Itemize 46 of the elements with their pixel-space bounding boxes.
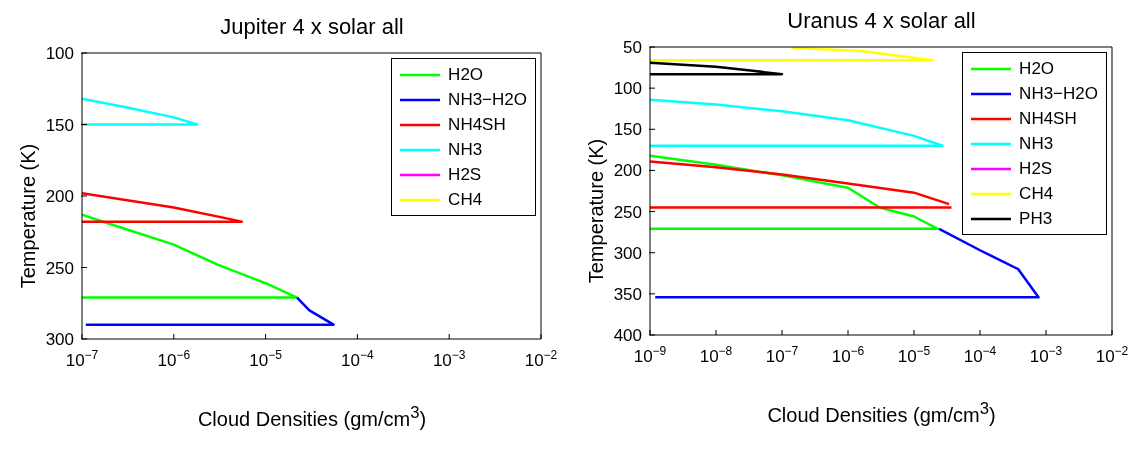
legend-label: NH3−H2O <box>448 89 527 110</box>
y-tick-label: 100 <box>613 79 642 99</box>
legend-label: H2S <box>448 164 482 185</box>
y-tick-label: 300 <box>613 243 642 263</box>
y-tick-label: 350 <box>613 284 642 304</box>
x-tick-label: 10$^{−3}$ <box>1029 344 1063 366</box>
legend-label: NH4SH <box>1019 108 1077 129</box>
y-axis-title: Temperature (K) <box>16 143 40 288</box>
x-tick-label: 10$^{−6}$ <box>831 344 865 366</box>
y-tick-label: 150 <box>45 115 74 135</box>
x-tick-label: 10$^{−7}$ <box>765 344 799 366</box>
y-tick-label: 250 <box>45 258 74 278</box>
x-tick-label: 10$^{−7}$ <box>65 348 99 370</box>
y-tick-label: 300 <box>45 330 74 350</box>
x-axis-title: Cloud Densities (gm/cm$^{3}$) <box>196 403 428 431</box>
y-tick-label: 100 <box>45 44 74 64</box>
legend-label: NH3 <box>448 139 483 160</box>
y-tick-label: 250 <box>613 202 642 222</box>
x-axis-title: Cloud Densities (gm/cm$^{3}$) <box>766 399 997 427</box>
legend-label: NH3−H2O <box>1019 83 1098 104</box>
x-tick-label: 10$^{−2}$ <box>524 348 558 370</box>
legend-label: PH3 <box>1019 208 1053 229</box>
legend-label: H2S <box>1019 158 1053 179</box>
legend-label: H2O <box>448 64 484 85</box>
y-tick-label: 200 <box>45 187 74 207</box>
y-tick-label: 200 <box>613 161 642 181</box>
y-tick-label: 150 <box>613 120 642 140</box>
x-tick-label: 10$^{−9}$ <box>633 344 667 366</box>
x-tick-label: 10$^{−2}$ <box>1095 344 1129 366</box>
x-tick-label: 10$^{−4}$ <box>963 344 997 366</box>
y-axis-title: Temperature (K) <box>584 138 608 283</box>
x-tick-label: 10$^{−3}$ <box>432 348 466 370</box>
legend-label: NH4SH <box>448 114 506 135</box>
x-tick-label: 10$^{−5}$ <box>897 344 931 366</box>
x-tick-label: 10$^{−4}$ <box>341 348 375 370</box>
legend-label: CH4 <box>1019 183 1054 204</box>
y-tick-label: 50 <box>623 38 642 58</box>
legend-label: CH4 <box>448 189 483 210</box>
y-tick-label: 400 <box>613 326 642 346</box>
x-tick-label: 10$^{−6}$ <box>157 348 191 370</box>
x-tick-label: 10$^{−5}$ <box>249 348 283 370</box>
legend-label: H2O <box>1019 58 1055 79</box>
x-tick-label: 10$^{−8}$ <box>699 344 733 366</box>
chart-title: Jupiter 4 x solar all <box>219 14 405 40</box>
legend-label: NH3 <box>1019 133 1054 154</box>
chart-title: Uranus 4 x solar all <box>786 8 977 34</box>
